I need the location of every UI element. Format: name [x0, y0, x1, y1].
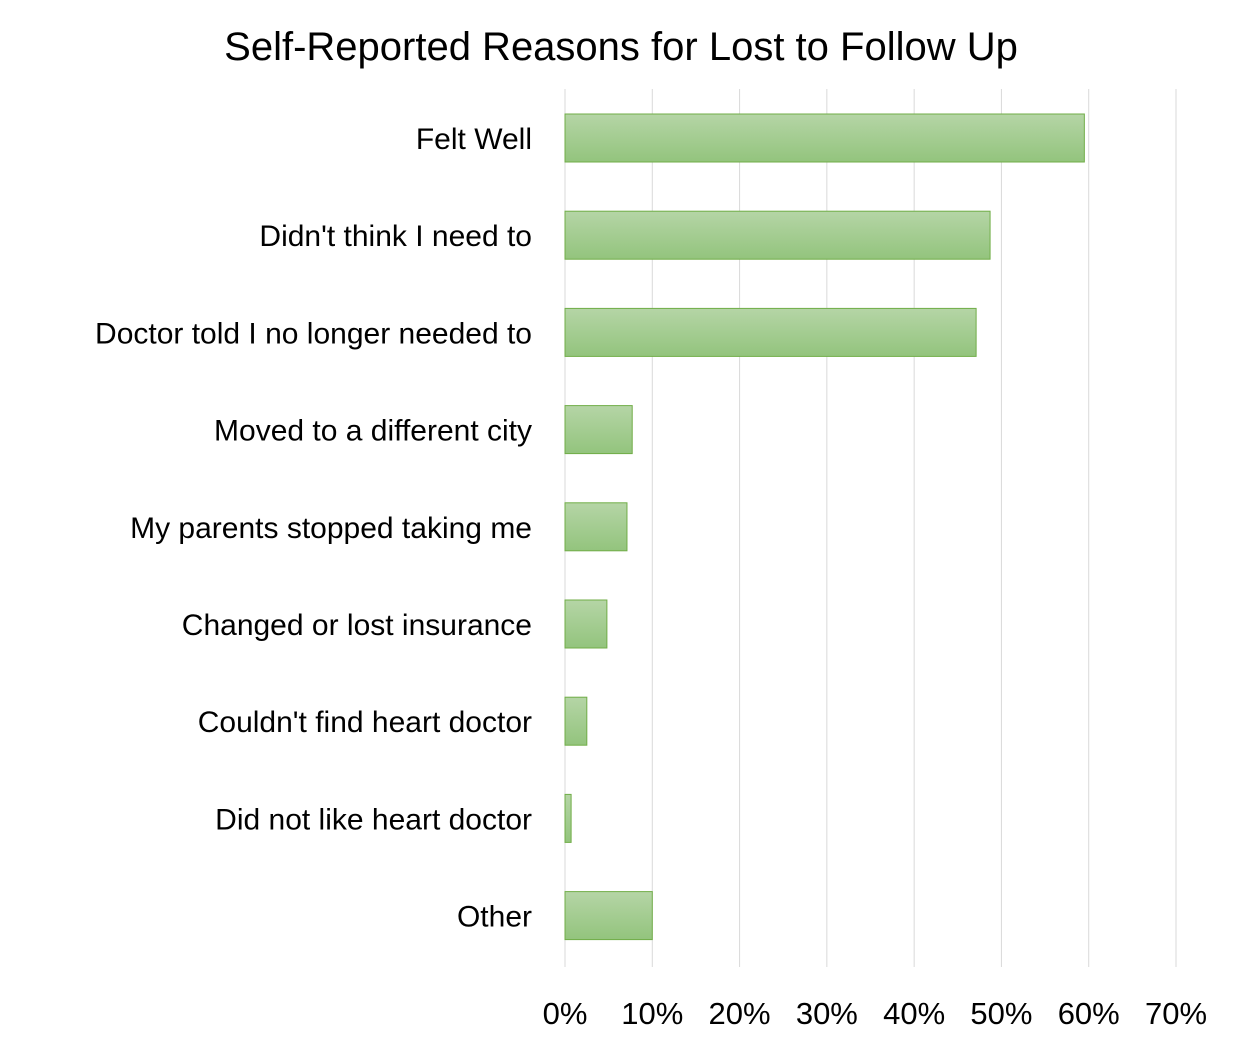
bar [564, 502, 628, 552]
category-label: Couldn't find heart doctor [198, 706, 532, 739]
x-axis-tick-labels: 0% 10% 20% 30% 40% 50% 60% 70% [543, 996, 1207, 1031]
x-tick-label: 50% [970, 996, 1032, 1031]
bar [564, 793, 572, 843]
x-tick-label: 20% [709, 996, 771, 1031]
x-tick-label: 60% [1058, 996, 1120, 1031]
bar [564, 599, 608, 649]
x-tick-label: 30% [796, 996, 858, 1031]
category-label: My parents stopped taking me [130, 512, 532, 545]
bar [564, 210, 991, 260]
category-labels: Felt Well Didn't think I need to Doctor to… [95, 123, 532, 934]
x-tick-label: 40% [883, 996, 945, 1031]
bar [564, 696, 588, 746]
bar [564, 307, 977, 357]
category-label: Felt Well [416, 123, 532, 156]
x-tick-label: 10% [621, 996, 683, 1031]
bar [564, 891, 653, 941]
category-label: Moved to a different city [214, 415, 532, 448]
category-label: Changed or lost insurance [182, 609, 532, 642]
bar [564, 405, 633, 455]
category-label: Doctor told I no longer needed to [95, 317, 532, 350]
chart-title: Self-Reported Reasons for Lost to Follow… [224, 25, 1018, 69]
category-label: Didn't think I need to [259, 220, 532, 253]
bar [564, 113, 1085, 163]
x-tick-label: 0% [543, 996, 588, 1031]
bars [564, 113, 1085, 941]
category-label: Other [457, 901, 532, 934]
x-tick-label: 70% [1145, 996, 1207, 1031]
category-label: Did not like heart doctor [215, 803, 532, 836]
